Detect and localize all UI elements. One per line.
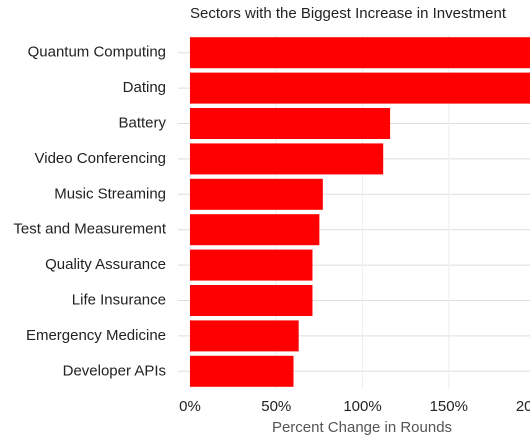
y-tick-label: Test and Measurement	[13, 221, 166, 238]
bar	[190, 143, 384, 175]
y-tick-label: Music Streaming	[54, 185, 166, 202]
x-tick-label: 200%	[516, 398, 530, 415]
bar	[190, 72, 530, 104]
bar	[190, 178, 323, 210]
bar	[190, 285, 313, 316]
y-tick-label: Quantum Computing	[28, 44, 166, 61]
x-tick-label: 0%	[179, 398, 201, 415]
bar	[190, 214, 320, 246]
bar	[190, 249, 313, 281]
y-tick-label: Dating	[123, 79, 166, 96]
bar	[190, 355, 294, 387]
y-tick-label: Video Conferencing	[35, 150, 166, 167]
x-axis-label: Percent Change in Rounds	[272, 419, 452, 436]
x-tick-label: 50%	[261, 398, 291, 415]
x-tick-label: 150%	[430, 398, 468, 415]
bar	[190, 320, 299, 352]
y-tick-label: Life Insurance	[72, 291, 166, 308]
y-tick-label: Emergency Medicine	[26, 327, 166, 344]
y-tick-label: Battery	[118, 114, 166, 131]
bar	[190, 37, 530, 69]
chart-title: Sectors with the Biggest Increase in Inv…	[190, 5, 507, 22]
bar	[190, 108, 391, 139]
y-tick-label: Developer APIs	[63, 362, 166, 379]
x-tick-label: 100%	[343, 398, 381, 415]
y-tick-label: Quality Assurance	[45, 256, 166, 273]
